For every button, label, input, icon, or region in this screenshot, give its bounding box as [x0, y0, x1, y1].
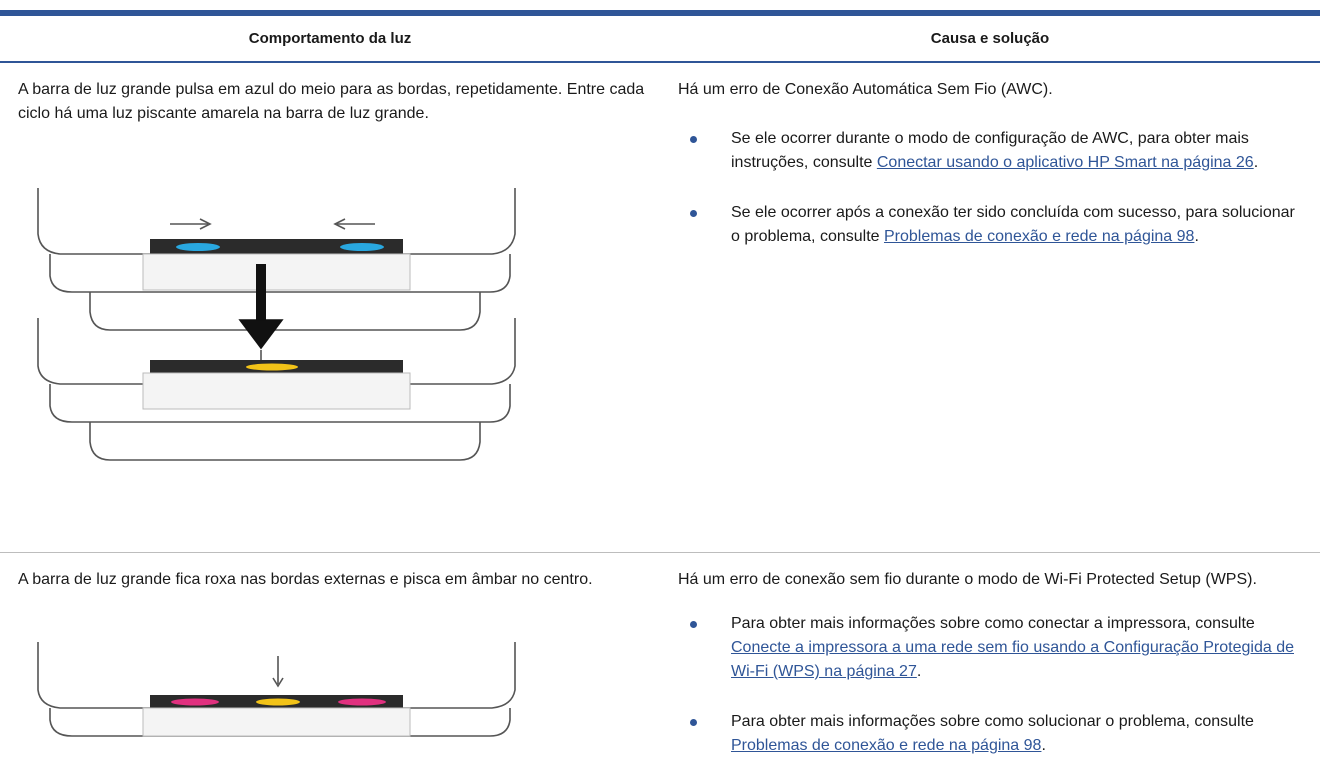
solution-item: Se ele ocorrer após a conexão ter sido c… — [678, 201, 1300, 249]
behavior-text: A barra de luz grande pulsa em azul do m… — [18, 81, 645, 122]
column-header: Causa e solução — [930, 30, 1050, 47]
link[interactable]: Conectar usando o aplicativo HP Smart na… — [876, 154, 1254, 171]
column-header: Comportamento da luz — [248, 30, 412, 47]
row-rule — [0, 552, 1320, 553]
solution-text: Para obter mais informações sobre como s… — [731, 713, 1254, 730]
header-rule — [0, 61, 1320, 63]
solution-list: Se ele ocorrer durante o modo de configu… — [678, 127, 1300, 249]
solution-text: Se ele ocorrer durante o modo de configu… — [731, 130, 1249, 171]
cause-text: Há um erro de Conexão Automática Sem Fio… — [678, 81, 1053, 98]
cause-text: Há um erro de conexão sem fio durante o … — [678, 571, 1257, 588]
page: {"table": { "headers": ["Comportamento d… — [0, 10, 1320, 754]
cause-cell: Há um erro de Conexão Automática Sem Fio… — [678, 78, 1300, 275]
behavior-text: A barra de luz grande fica roxa nas bord… — [18, 571, 593, 588]
illustration — [37, 642, 516, 737]
solution-item: Para obter mais informações sobre como c… — [678, 612, 1300, 684]
solution-list: Para obter mais informações sobre como c… — [678, 612, 1300, 758]
cause-cell: Há um erro de conexão sem fio durante o … — [678, 568, 1300, 784]
solution-text: Para obter mais informações sobre como c… — [731, 615, 1255, 632]
solution-item: Se ele ocorrer durante o modo de configu… — [678, 127, 1300, 175]
link[interactable]: Problemas de conexão e rede na página 98 — [883, 228, 1195, 245]
link[interactable]: Conecte a impressora a uma rede sem fio … — [731, 639, 1294, 680]
solution-end: . — [1194, 228, 1199, 245]
solution-item: Para obter mais informações sobre como s… — [678, 710, 1300, 758]
top-rule — [0, 10, 1320, 16]
solution-end: . — [1253, 154, 1259, 171]
solution-text: Se ele ocorrer após a conexão ter sido c… — [731, 204, 1295, 245]
behavior-cell: A barra de luz grande pulsa em azul do m… — [18, 78, 658, 151]
illustration — [37, 188, 516, 461]
solution-end: . — [916, 663, 922, 680]
behavior-cell: A barra de luz grande fica roxa nas bord… — [18, 568, 658, 617]
